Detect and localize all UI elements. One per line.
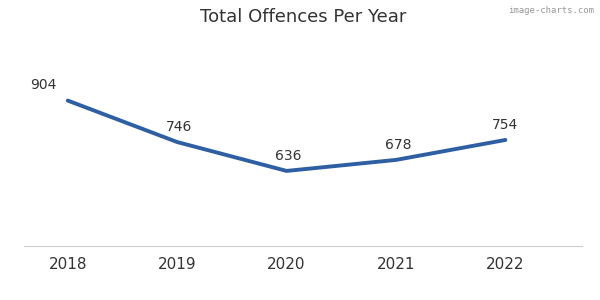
Text: 754: 754 (491, 118, 518, 132)
Text: 678: 678 (385, 138, 412, 152)
Text: image-charts.com: image-charts.com (508, 6, 594, 15)
Text: 636: 636 (275, 149, 302, 163)
Text: 746: 746 (166, 120, 193, 134)
Text: 904: 904 (30, 79, 56, 92)
Title: Total Offences Per Year: Total Offences Per Year (200, 8, 406, 26)
